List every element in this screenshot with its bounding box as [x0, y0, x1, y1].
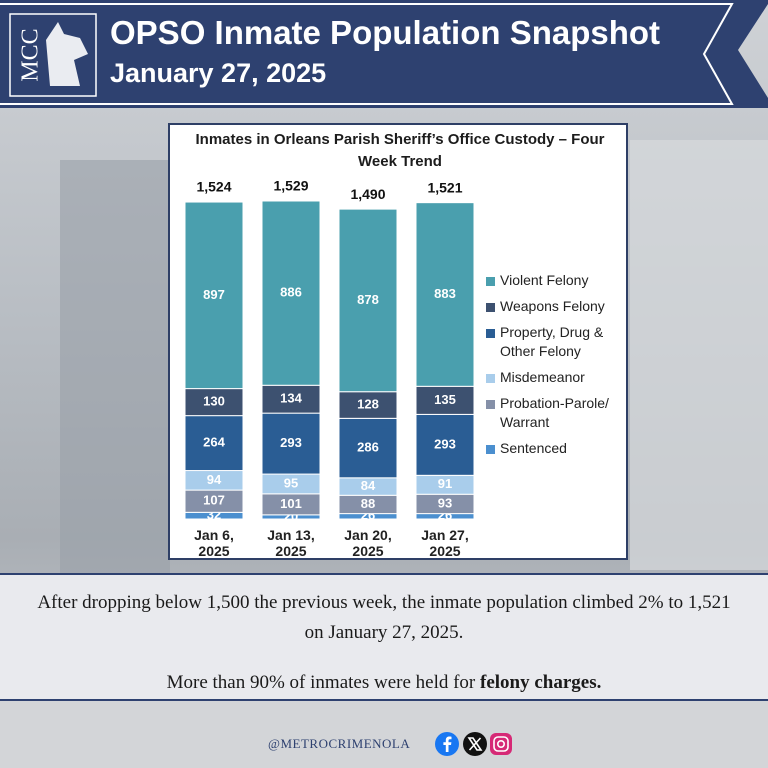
data-label: 107 — [203, 493, 225, 508]
data-label: 91 — [438, 476, 452, 491]
logo-text: MCC — [18, 28, 44, 81]
background-shape — [0, 700, 768, 768]
summary-text: After dropping below 1,500 the previous … — [37, 592, 731, 643]
data-label: 94 — [207, 472, 222, 487]
data-label: 878 — [357, 292, 379, 307]
bar-segment — [415, 413, 475, 476]
note-emphasis: felony charges. — [480, 672, 602, 693]
note-text: More than 90% of inmates were held for — [166, 672, 476, 693]
background-shape — [60, 160, 170, 580]
total-label: 1,521 — [427, 179, 462, 195]
data-label: 264 — [203, 435, 225, 450]
legend-item: Misdemeanor — [486, 368, 626, 387]
total-label: 1,529 — [273, 178, 308, 194]
x-tick-label: Jan 6, 2025 — [194, 527, 234, 559]
instagram-lens — [496, 740, 505, 749]
data-label: 128 — [357, 396, 379, 411]
x-tick-label: Jan 27, 2025 — [421, 527, 469, 559]
chart-panel: 32 107 94 264 130 897 1,524 20 101 95 293 134 886 1,5… — [168, 123, 628, 560]
legend-label: Sentenced — [500, 440, 567, 456]
legend-label: Property, Drug & Other Felony — [500, 324, 604, 359]
summary-note: More than 90% of inmates were held for f… — [0, 668, 768, 698]
data-label: 897 — [203, 287, 225, 302]
legend-label: Violent Felony — [500, 272, 589, 288]
logo-wolf — [46, 22, 88, 86]
legend-label: Misdemeanor — [500, 369, 585, 385]
x-glyph — [467, 737, 483, 751]
social-icons — [435, 732, 512, 756]
header-band — [0, 0, 768, 108]
title: OPSO Inmate Population Snapshot — [110, 14, 661, 51]
bar-segment — [184, 201, 244, 390]
x-tick-label: Jan 20, 2025 — [344, 527, 392, 559]
legend-item: Sentenced — [486, 439, 626, 458]
legend-swatch — [486, 277, 495, 286]
total-label: 1,490 — [350, 186, 385, 202]
legend-item: Property, Drug & Other Felony — [486, 323, 626, 361]
legend-swatch — [486, 329, 495, 338]
data-label: 88 — [361, 496, 375, 511]
social-handle: @METROCRIMENOLA — [268, 736, 411, 751]
bar-segment — [338, 208, 398, 393]
legend: Violent Felony Weapons Felony Property, Dr… — [486, 271, 626, 465]
legend-item: Violent Felony — [486, 271, 626, 290]
legend-swatch — [486, 374, 495, 383]
header: MCC — [0, 0, 768, 108]
bar-segment — [184, 415, 244, 472]
legend-item: Probation-Parole/ Warrant — [486, 394, 626, 432]
data-label: 883 — [434, 286, 456, 301]
legend-item: Weapons Felony — [486, 297, 626, 316]
data-label: 135 — [434, 392, 456, 407]
chart: 32107942641308971,52420101952931348861,5… — [184, 178, 475, 523]
x-tick-label: Jan 13, 2025 — [267, 527, 315, 559]
legend-swatch — [486, 445, 495, 454]
data-label: 134 — [280, 391, 302, 406]
data-label: 286 — [357, 440, 379, 455]
summary-box: After dropping below 1,500 the previous … — [0, 573, 768, 701]
chart-title: Inmates in Orleans Parish Sheriff’s Offi… — [195, 131, 605, 170]
data-label: 93 — [438, 495, 452, 510]
data-label: 84 — [361, 478, 376, 493]
data-label: 130 — [203, 394, 225, 409]
bar-segment — [184, 388, 244, 417]
bar-segment — [261, 384, 321, 414]
data-label: 293 — [434, 436, 456, 451]
instagram-glyph — [493, 736, 509, 752]
total-label: 1,524 — [196, 179, 231, 195]
bar-segment — [415, 202, 475, 387]
legend-swatch — [486, 400, 495, 409]
bar-segment — [261, 412, 321, 475]
data-label: 95 — [284, 475, 298, 490]
bar-segment — [261, 200, 321, 386]
background-shape — [630, 140, 768, 570]
data-label: 886 — [280, 285, 302, 300]
header-border — [0, 3, 734, 105]
footer: @METROCRIMENOLA — [0, 728, 768, 760]
subtitle: January 27, 2025 — [110, 58, 327, 88]
data-label: 101 — [280, 496, 302, 511]
bar-segment — [338, 417, 398, 479]
legend-swatch — [486, 303, 495, 312]
legend-label: Weapons Felony — [500, 298, 605, 314]
legend-label: Probation-Parole/ Warrant — [500, 395, 609, 430]
data-label: 293 — [280, 435, 302, 450]
facebook-glyph — [443, 736, 452, 752]
